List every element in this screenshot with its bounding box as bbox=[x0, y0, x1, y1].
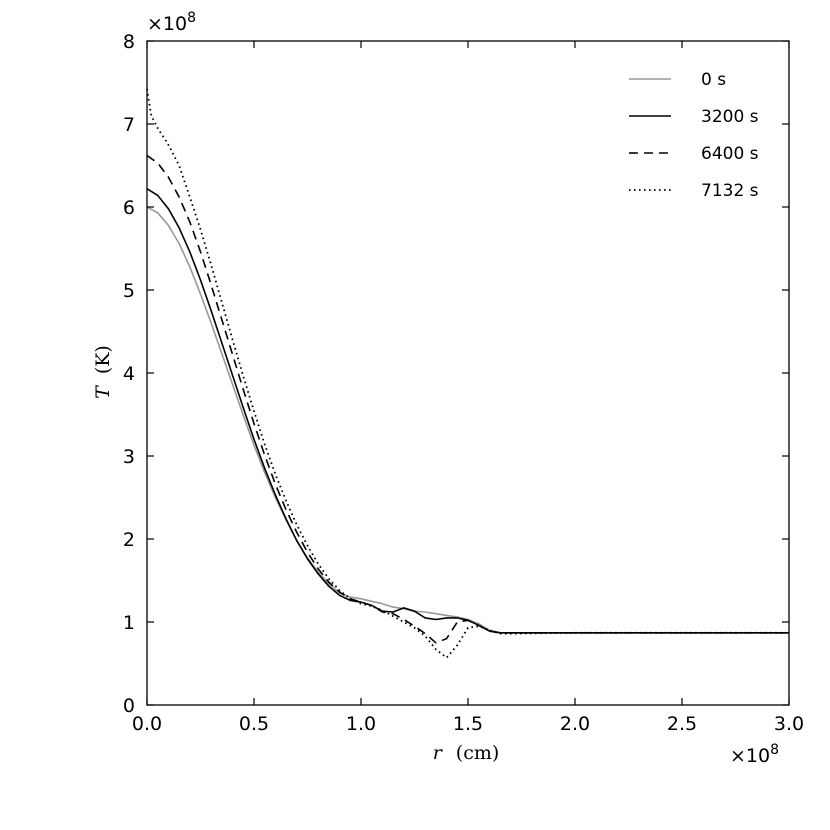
y-tick-label: 7 bbox=[123, 114, 135, 136]
y-tick-label: 3 bbox=[123, 446, 135, 468]
axis-ticks: 0.0 0.5 1.0 1.5 2.0 2.5 3.0 0 1 2 3 4 5 6 7 8 bbox=[123, 31, 804, 735]
x-tick-label: 2.5 bbox=[667, 713, 697, 735]
legend-label: 6400 s bbox=[701, 144, 759, 164]
x-tick-label: 1.0 bbox=[346, 713, 376, 735]
series-line-2 bbox=[146, 154, 789, 644]
y-tick-label: 5 bbox=[123, 280, 135, 302]
x-tick-label: 3.0 bbox=[774, 713, 804, 735]
plot-frame bbox=[146, 40, 790, 706]
series-line-0 bbox=[146, 206, 789, 634]
legend-label: 0 s bbox=[701, 70, 726, 90]
y-tick-label: 2 bbox=[123, 529, 135, 551]
legend-label: 3200 s bbox=[701, 107, 759, 127]
plot-lines bbox=[146, 88, 789, 659]
y-offset-label: ×108 bbox=[147, 10, 196, 35]
x-axis-label: r (cm) bbox=[433, 742, 500, 764]
x-tick-label: 2.0 bbox=[560, 713, 590, 735]
x-tick-label: 1.5 bbox=[453, 713, 483, 735]
y-tick-label: 0 bbox=[123, 695, 135, 717]
x-tick-label: 0.0 bbox=[132, 713, 162, 735]
y-tick-label: 4 bbox=[123, 363, 135, 385]
y-tick-label: 6 bbox=[123, 197, 135, 219]
x-tick-label: 0.5 bbox=[239, 713, 269, 735]
series-line-3 bbox=[146, 88, 789, 659]
y-tick-label: 8 bbox=[123, 31, 135, 53]
x-offset-label: ×108 bbox=[730, 742, 779, 767]
y-tick-label: 1 bbox=[123, 612, 135, 634]
series-line-1 bbox=[146, 188, 789, 634]
legend: 0 s 3200 s 6400 s 7132 s bbox=[629, 70, 759, 201]
y-axis-label: T(K) bbox=[92, 345, 114, 399]
legend-label: 7132 s bbox=[701, 181, 759, 201]
